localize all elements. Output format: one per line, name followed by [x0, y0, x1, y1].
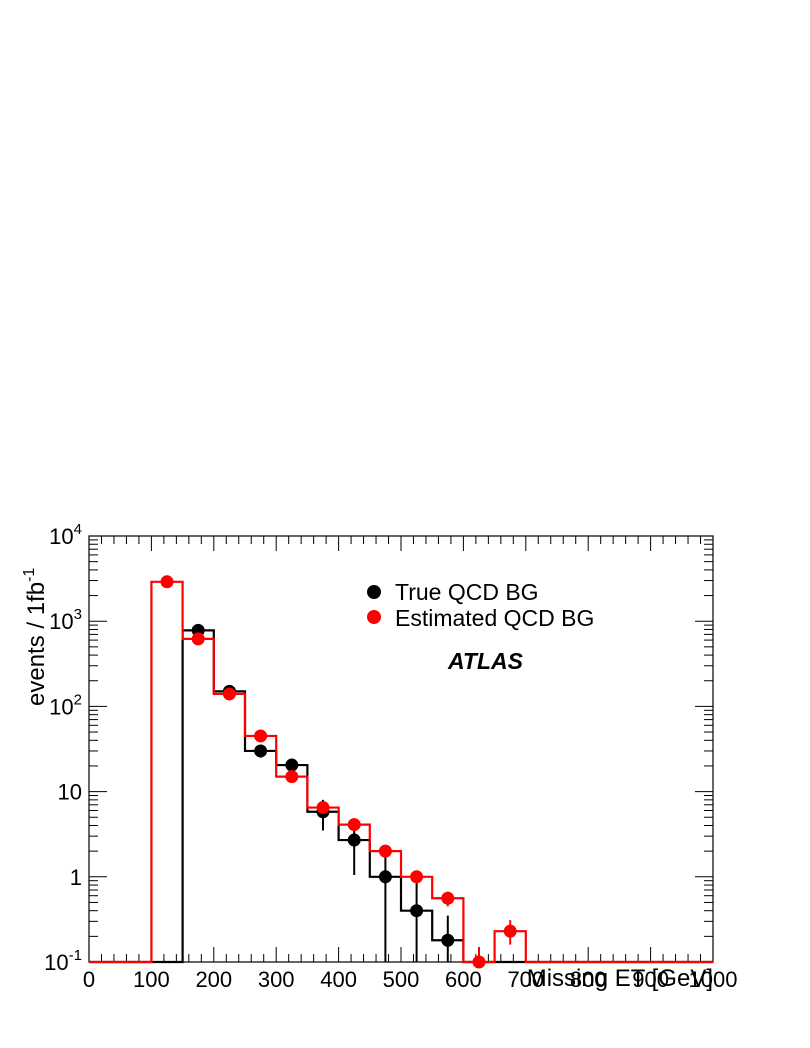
x-tick-label: 800 [570, 967, 607, 992]
legend: True QCD BG Estimated QCD BG [367, 579, 594, 631]
x-tick-label: 400 [320, 967, 357, 992]
data-point [441, 933, 455, 947]
data-point [285, 770, 299, 784]
legend-marker-estimated-qcd [367, 610, 381, 624]
y-tick-label: 102 [49, 691, 82, 719]
data-point [472, 955, 486, 969]
y-tick-label: 10 [58, 780, 82, 805]
axis-ticks [88, 535, 714, 963]
y-tick-label-exponent: 4 [74, 521, 82, 538]
y-tick-label-base: 10 [49, 609, 73, 634]
data-point [191, 632, 205, 646]
y-tick-label-base: 10 [44, 950, 68, 975]
y-axis-title: events / 1fb-1 [21, 568, 50, 706]
x-tick-label: 900 [632, 967, 669, 992]
histogram-line [89, 629, 713, 964]
x-tick-label: 600 [445, 967, 482, 992]
data-point [378, 870, 392, 884]
legend-marker-true-qcd [367, 585, 381, 599]
y-tick-label: 1 [70, 865, 82, 890]
legend-label-true-qcd: True QCD BG [395, 579, 539, 605]
data-point [378, 844, 392, 858]
y-tick-label: 104 [49, 521, 82, 549]
y-tick-label-exponent: -1 [69, 947, 82, 964]
y-tick-label-base: 10 [58, 780, 82, 805]
y-tick-label-base: 1 [70, 865, 82, 890]
data-point [410, 904, 424, 918]
y-tick-label-base: 10 [49, 524, 73, 549]
x-tick-label: 100 [133, 967, 170, 992]
data-point [160, 575, 174, 589]
data-point [347, 833, 361, 847]
data-point [347, 818, 361, 832]
x-tick-label: 700 [507, 967, 544, 992]
data-point [222, 687, 236, 701]
x-tick-label: 0 [83, 967, 95, 992]
data-point [254, 744, 268, 758]
atlas-label: ATLAS [447, 648, 524, 674]
y-tick-label-base: 10 [49, 694, 73, 719]
data-point [285, 758, 299, 772]
axis-tick-labels: 0 100 200 300 400 500 600 700 800 900 100010-11101… [44, 521, 737, 992]
series-layer [89, 575, 713, 969]
x-tick-label: 500 [383, 967, 420, 992]
series-1 [89, 575, 713, 969]
y-tick-label-exponent: 3 [74, 606, 82, 623]
data-point [410, 870, 424, 884]
data-point [441, 891, 455, 905]
y-axis-title-main: events / 1fb [23, 582, 50, 706]
x-tick-label: 300 [258, 967, 295, 992]
x-axis-title: Missing ET [GeV] [527, 965, 713, 992]
series-0 [89, 623, 713, 964]
x-tick-label: 200 [195, 967, 232, 992]
y-axis-title-superscript: -1 [21, 568, 38, 582]
y-tick-label-exponent: 2 [74, 691, 82, 708]
legend-label-estimated-qcd: Estimated QCD BG [395, 605, 594, 631]
y-tick-label: 10-1 [44, 947, 82, 975]
data-point [316, 801, 330, 815]
data-point [503, 924, 517, 938]
y-tick-label: 103 [49, 606, 82, 634]
x-tick-label: 1000 [689, 967, 738, 992]
data-point [254, 729, 268, 743]
